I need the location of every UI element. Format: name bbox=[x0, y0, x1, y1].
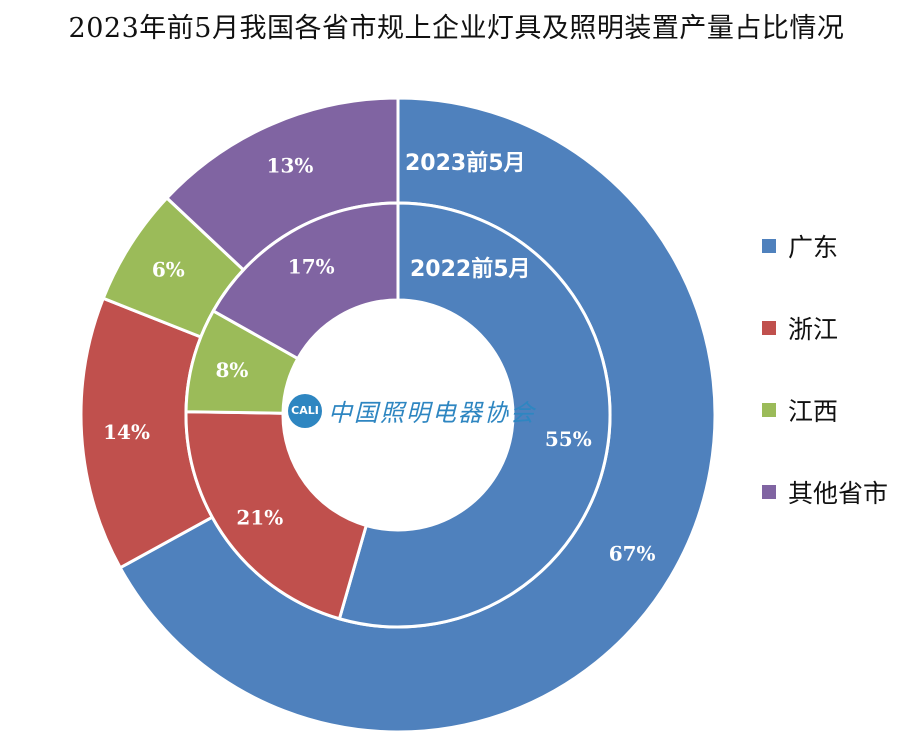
inner-data-label-1: 55% bbox=[545, 427, 592, 451]
outer-series-label: 2023前5月 bbox=[405, 150, 526, 176]
inner-data-label-3: 8% bbox=[216, 358, 249, 382]
legend-item-4: 其他省市 bbox=[762, 451, 888, 533]
data-labels: 67% 14% 6% 13% 55% 21% 8% 17% bbox=[103, 153, 655, 565]
cali-logo: CALI 中国照明电器协会 bbox=[288, 393, 536, 428]
legend-label: 其他省市 bbox=[788, 479, 889, 508]
legend: 广东浙江江西其他省市 bbox=[762, 205, 888, 533]
legend-swatch bbox=[762, 321, 776, 335]
inner-data-label-4: 17% bbox=[288, 254, 335, 278]
outer-data-label-2: 14% bbox=[103, 420, 150, 444]
legend-swatch bbox=[762, 239, 776, 253]
outer-data-label-1: 67% bbox=[609, 541, 656, 565]
legend-item-1: 广东 bbox=[762, 205, 888, 287]
legend-item-2: 浙江 bbox=[762, 287, 888, 369]
legend-swatch bbox=[762, 485, 776, 499]
legend-swatch bbox=[762, 403, 776, 417]
inner-data-label-2: 21% bbox=[236, 505, 283, 529]
inner-ring bbox=[184, 201, 612, 629]
legend-label: 江西 bbox=[788, 397, 839, 426]
inner-slice-4 bbox=[211, 201, 400, 361]
legend-label: 广东 bbox=[788, 233, 839, 262]
outer-data-label-4: 13% bbox=[267, 153, 314, 177]
donut-hole bbox=[285, 302, 511, 528]
chart-title: 2023年前5月我国各省市规上企业灯具及照明装置产量占比情况 bbox=[68, 13, 845, 44]
outer-data-label-3: 6% bbox=[152, 257, 185, 281]
legend-item-3: 江西 bbox=[762, 369, 888, 451]
logo-text: 中国照明电器协会 bbox=[328, 399, 536, 427]
inner-slice-1 bbox=[337, 201, 612, 629]
legend-label: 浙江 bbox=[788, 315, 839, 344]
inner-slice-2 bbox=[184, 410, 369, 621]
inner-series-label: 2022前5月 bbox=[410, 256, 531, 282]
cali-logo-icon: CALI bbox=[288, 393, 322, 428]
